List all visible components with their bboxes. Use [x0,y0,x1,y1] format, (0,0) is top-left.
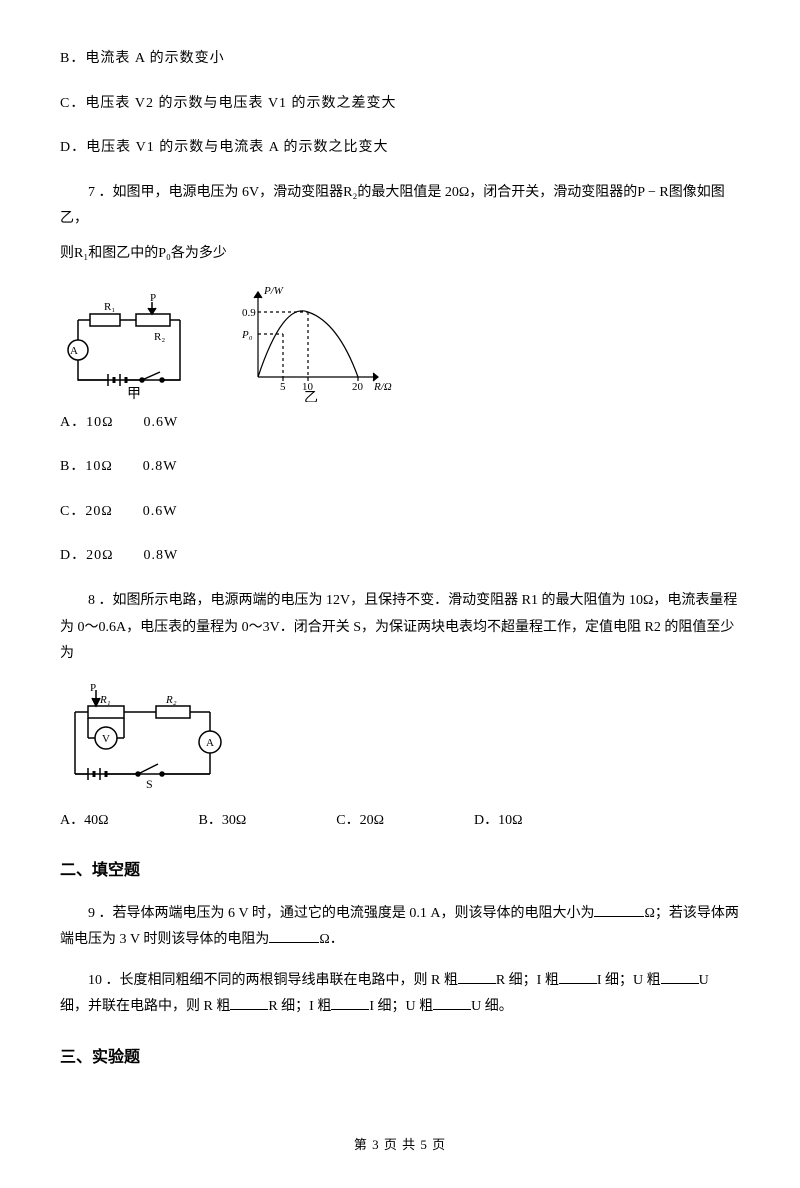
opt-c: C．电压表 V2 的示数与电压表 V1 的示数之差变大 [60,91,740,118]
q7-b: 的最大阻值是 20Ω，闭合开关，滑动变阻器的 [357,185,637,200]
q7-x5: 5 [280,381,286,393]
q7-opt-c: C．20Ω 0.6W [60,499,740,526]
q10-b: R 细；I 粗 [496,973,559,988]
q10-a: 10 ．长度相同粗细不同的两根铜导线串联在电路中，则 R 粗 [88,973,458,988]
q10-b6[interactable] [433,995,471,1010]
q7-e: 和图乙中的 [88,246,158,261]
q10-b2[interactable] [559,969,597,984]
q8-figure: P R₁ R₂ V A S [60,682,740,794]
q8-circuit-icon: P R₁ R₂ V A S [60,682,235,794]
q8-p: P [90,682,96,694]
q8-opt-b: B．30Ω [199,808,247,835]
q7-f: 各为多少 [171,246,227,261]
q7-opt-d: D．20Ω 0.8W [60,543,740,570]
q10-f: I 细；U 粗 [369,999,433,1014]
q8-s: S [146,777,153,791]
opt-d: D．电压表 V1 的示数与电流表 A 的示数之比变大 [60,135,740,162]
q8-a: A [206,737,214,749]
q9-c: Ω． [319,932,343,947]
q7-ylab: P/W [263,285,284,297]
q7-graph-icon: P/W 0.9 P₀ 5 10 20 R/Ω 乙 [228,282,398,402]
q7-pr: P − R [637,185,669,200]
q10: 10 ．长度相同粗细不同的两根铜导线串联在电路中，则 R 粗 R 细；I 粗 I 细… [60,968,740,1021]
q7-yi: 乙 [304,390,318,402]
q7-x20: 20 [352,381,364,393]
q7-p-label: P [150,292,156,304]
q7-circuit-wrap: A R₁ R₂ P 甲 [60,292,200,402]
q7-yp0: P₀ [241,329,253,341]
section-2-title: 二、填空题 [60,856,740,886]
q7-y09: 0.9 [242,307,256,319]
section-3-title: 三、实验题 [60,1043,740,1073]
q7-opt-a: A．10Ω 0.6W [60,410,740,437]
q7-opt-b: B．10Ω 0.8W [60,454,740,481]
q10-c: I 细；U 粗 [597,973,661,988]
q8-opt-c: C．20Ω [336,808,384,835]
q7-figures: A R₁ R₂ P 甲 [60,282,740,402]
q7-p0: P₀ [158,246,171,261]
q7-text: 7 ．如图甲，电源电压为 6V，滑动变阻器R₂的最大阻值是 20Ω，闭合开关，滑… [60,180,740,233]
q10-b3[interactable] [661,969,699,984]
q7-a-label: A [70,345,78,357]
q9-blank2[interactable] [269,928,319,943]
q9: 9 ．若导体两端电压为 6 V 时，通过它的电流强度是 0.1 A，则该导体的电… [60,901,740,954]
q8-v: V [102,733,110,745]
q7-r1-label: R₁ [104,301,115,313]
q7-r2: R₂ [343,185,357,200]
q10-e: R 细；I 粗 [268,999,331,1014]
q9-a: 9 ．若导体两端电压为 6 V 时，通过它的电流强度是 0.1 A，则该导体的电… [88,906,594,921]
q10-b1[interactable] [458,969,496,984]
q7-r2-label2: R₂ [154,331,165,343]
q8-text: 8 ．如图所示电路，电源两端的电压为 12V，且保持不变．滑动变阻器 R1 的最… [60,588,740,668]
q7-d: 则 [60,246,74,261]
q7-a: 7 ．如图甲，电源电压为 6V，滑动变阻器 [88,185,343,200]
q10-b4[interactable] [230,995,268,1010]
q10-g: U 细。 [471,999,513,1014]
q8-r1: R₁ [99,694,111,706]
q8-opt-a: A．40Ω [60,808,109,835]
q7-circuit-icon: A R₁ R₂ P 甲 [60,292,200,402]
q7-text2: 则R₁和图乙中的P₀各为多少 [60,241,740,268]
q7-jia: 甲 [127,387,141,402]
q7-graph-wrap: P/W 0.9 P₀ 5 10 20 R/Ω 乙 [228,282,398,402]
q7-r1: R₁ [74,246,88,261]
q8-options: A．40Ω B．30Ω C．20Ω D．10Ω [60,808,740,835]
page-footer: 第 3 页 共 5 页 [60,1133,740,1158]
opt-b: B．电流表 A 的示数变小 [60,46,740,73]
q8-r2: R₂ [165,694,177,706]
q8-opt-d: D．10Ω [474,808,523,835]
q7-xlab: R/Ω [373,381,392,393]
q10-b5[interactable] [331,995,369,1010]
q9-blank1[interactable] [594,902,644,917]
